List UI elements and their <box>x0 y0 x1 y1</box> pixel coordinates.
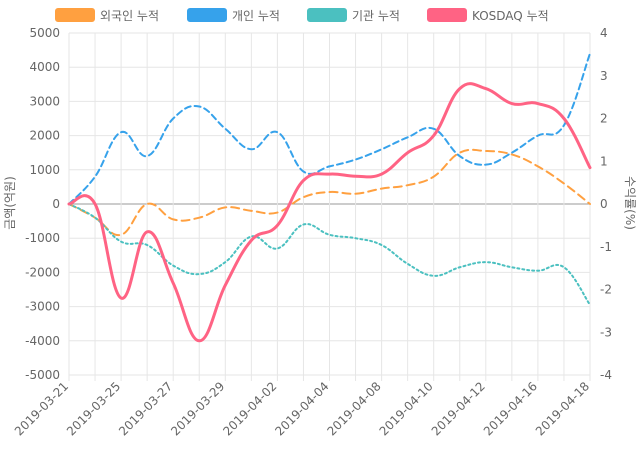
legend-label: 개인 누적 <box>232 9 280 23</box>
series-line-institution <box>68 203 591 306</box>
legend-item-kosdaq[interactable]: KOSDAQ 누적 <box>427 8 549 23</box>
legend-item-institution[interactable]: 기관 누적 <box>307 8 400 23</box>
legend-label: 외국인 누적 <box>100 9 159 23</box>
y-right-tick-label: 2 <box>600 112 608 126</box>
x-tick-label: 2019-04-12 <box>429 379 488 438</box>
y-left-tick-label: 5000 <box>29 26 60 40</box>
y-right-axis-label: 수익률(%) <box>623 176 637 230</box>
legend-label: 기관 누적 <box>352 9 400 23</box>
y-right-tick-label: -2 <box>600 283 612 297</box>
x-tick-label: 2019-04-04 <box>272 379 331 438</box>
x-tick-label: 2019-03-27 <box>116 379 175 438</box>
y-right-tick-label: 0 <box>600 197 608 211</box>
x-tick-label: 2019-04-18 <box>533 379 592 438</box>
y-right-axis: 4 3 2 1 0 -1 -2 -3 -4 <box>600 26 612 382</box>
x-tick-label: 2019-04-10 <box>377 379 436 438</box>
y-left-tick-label: -4000 <box>25 334 60 348</box>
legend-swatch <box>187 8 227 22</box>
y-left-tick-label: 4000 <box>29 60 60 74</box>
x-tick-label: 2019-03-29 <box>168 379 227 438</box>
legend-label: KOSDAQ 누적 <box>472 9 549 23</box>
x-tick-label: 2019-03-25 <box>64 379 123 438</box>
y-right-tick-label: 1 <box>600 154 608 168</box>
x-tick-label: 2019-03-21 <box>12 379 71 438</box>
legend-swatch <box>427 8 467 22</box>
x-tick-label: 2019-04-02 <box>220 379 279 438</box>
x-tick-label: 2019-04-16 <box>481 379 540 438</box>
y-left-tick-label: -5000 <box>25 368 60 382</box>
legend: 외국인 누적 개인 누적 기관 누적 KOSDAQ 누적 <box>55 8 549 23</box>
legend-swatch <box>55 8 95 22</box>
legend-item-foreign[interactable]: 외국인 누적 <box>55 8 159 23</box>
series-line-kosdaq <box>67 82 592 343</box>
y-left-tick-label: 3000 <box>29 94 60 108</box>
grid <box>68 32 591 381</box>
legend-item-individual[interactable]: 개인 누적 <box>187 8 280 23</box>
y-right-tick-label: 4 <box>600 26 608 40</box>
y-left-tick-label: 0 <box>52 197 60 211</box>
y-left-axis: 5000 4000 3000 2000 1000 0 -1000 -2000 -3000 -400… <box>25 26 60 382</box>
legend-swatch <box>307 8 347 22</box>
y-left-tick-label: -2000 <box>25 265 60 279</box>
series-line-individual <box>68 52 591 205</box>
y-left-axis-label: 금액(억원) <box>3 176 17 230</box>
y-left-tick-label: -3000 <box>25 300 60 314</box>
y-left-tick-label: -1000 <box>25 231 60 245</box>
y-left-tick-label: 2000 <box>29 129 60 143</box>
y-right-tick-label: -1 <box>600 240 612 254</box>
x-axis: 2019-03-212019-03-252019-03-272019-03-29… <box>12 379 592 438</box>
x-tick-label: 2019-04-08 <box>325 379 384 438</box>
y-left-tick-label: 1000 <box>29 163 60 177</box>
series-group <box>67 52 592 343</box>
series-line-foreign <box>68 148 591 237</box>
y-right-tick-label: -4 <box>600 368 612 382</box>
y-right-tick-label: 3 <box>600 69 608 83</box>
y-right-tick-label: -3 <box>600 325 612 339</box>
